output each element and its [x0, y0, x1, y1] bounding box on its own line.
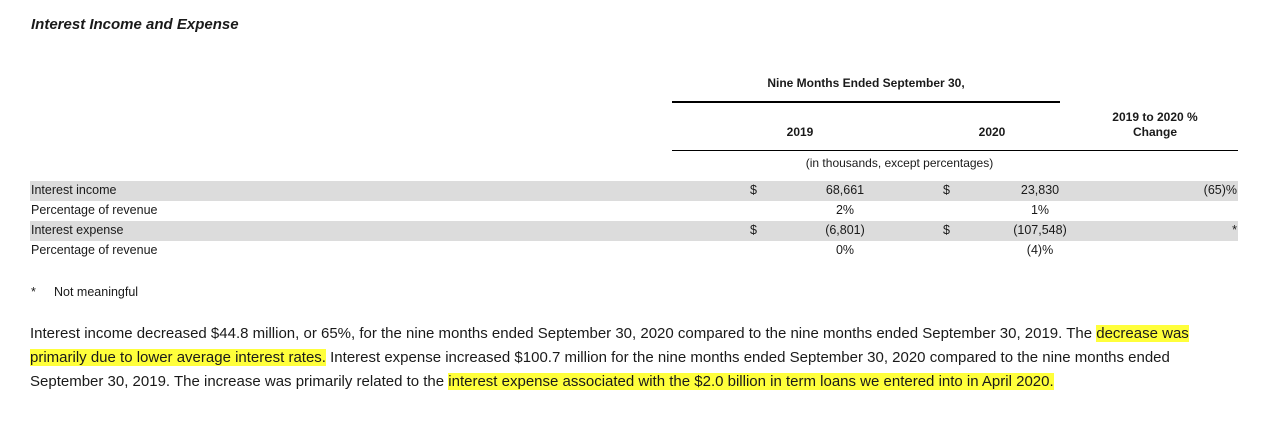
column-header-2020: 2020 [978, 125, 1006, 139]
value-2019: 2% [835, 203, 855, 217]
table-row: Percentage of revenue 0% (4)% [30, 241, 1238, 261]
table-row: Interest expense $ (6,801) $ (107,548) * [30, 221, 1238, 241]
section-title: Interest Income and Expense [31, 16, 239, 33]
value-2019: 68,661 [825, 183, 865, 197]
change-header-line2: Change [1132, 125, 1177, 139]
table-row: Interest income $ 68,661 $ 23,830 (65)% [30, 181, 1238, 201]
row-label: Percentage of revenue [31, 243, 158, 257]
value-change: * [1232, 223, 1237, 237]
value-change: (65)% [1203, 183, 1237, 197]
column-header-2019: 2019 [786, 125, 814, 139]
currency-symbol: $ [750, 183, 757, 197]
paragraph-text: Interest income decreased $44.8 million,… [30, 325, 1097, 342]
paragraph-text: Interest expense increased $100.7 millio… [30, 349, 1170, 390]
value-2019: 0% [835, 243, 855, 257]
commentary-paragraph: Interest income decreased $44.8 million,… [30, 322, 1245, 394]
table-row: Percentage of revenue 2% 1% [30, 201, 1238, 221]
units-note: (in thousands, except percentages) [805, 156, 994, 170]
value-2020: 23,830 [1020, 183, 1060, 197]
footnote-text: Not meaningful [54, 285, 139, 299]
header-rule [672, 150, 1238, 151]
currency-symbol: $ [943, 223, 950, 237]
value-2020: (4)% [1026, 243, 1054, 257]
value-2020: (107,548) [1013, 223, 1067, 237]
footnote: * Not meaningful [31, 285, 138, 299]
currency-symbol: $ [943, 183, 950, 197]
row-label: Percentage of revenue [31, 203, 158, 217]
row-label: Interest income [31, 183, 117, 197]
period-header-rule [672, 101, 1060, 103]
currency-symbol: $ [750, 223, 757, 237]
value-2019: (6,801) [825, 223, 865, 237]
period-header: Nine Months Ended September 30, [767, 76, 965, 90]
column-header-change: 2019 to 2020 % Change [1090, 110, 1220, 140]
value-2020: 1% [1030, 203, 1050, 217]
row-label: Interest expense [31, 223, 124, 237]
highlighted-text: interest expense associated with the $2.… [448, 373, 1054, 390]
footnote-mark: * [31, 285, 36, 299]
change-header-line1: 2019 to 2020 % [1112, 110, 1198, 124]
